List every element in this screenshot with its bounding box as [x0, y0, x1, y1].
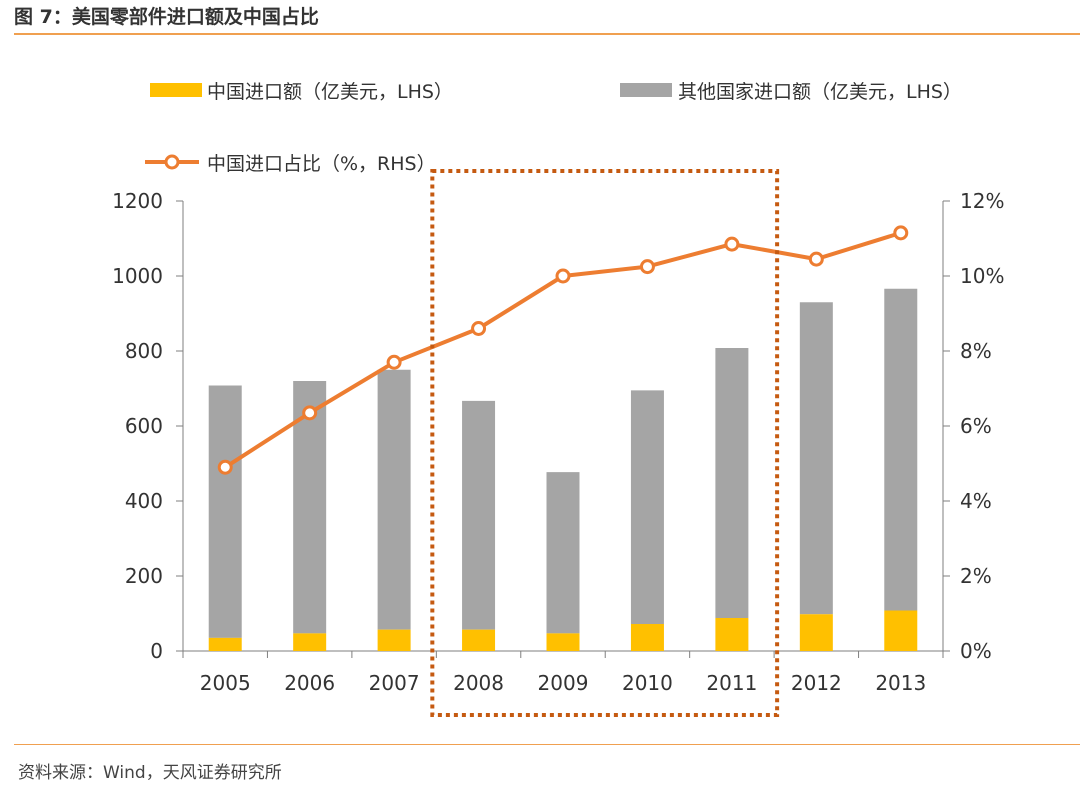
left-tick-label: 1000: [112, 264, 163, 288]
bar-other: [293, 381, 327, 634]
title-rule: [14, 33, 1080, 35]
x-tick-label: 2008: [453, 671, 504, 695]
share-point: [893, 225, 909, 241]
bar-china: [799, 614, 833, 651]
share-point: [471, 321, 487, 336]
right-tick-label: 6%: [960, 414, 992, 438]
x-tick-label: 2010: [622, 671, 673, 695]
legend-label-share: 中国进口占比（%，RHS）: [207, 153, 436, 175]
right-tick-label: 12%: [960, 189, 1004, 213]
legend-label-china: 中国进口额（亿美元，LHS）: [207, 81, 453, 103]
share-point: [386, 354, 402, 370]
left-tick-label: 600: [125, 414, 163, 438]
bar-china: [377, 629, 411, 651]
legend-label-other: 其他国家进口额（亿美元，LHS）: [678, 81, 962, 103]
right-tick-label: 8%: [960, 339, 992, 363]
left-tick-label: 1200: [112, 189, 163, 213]
share-point: [217, 459, 233, 475]
x-tick-label: 2005: [200, 671, 251, 695]
bar-other: [715, 348, 749, 618]
right-tick-label: 10%: [960, 264, 1004, 288]
share-point: [808, 251, 824, 267]
bar-other: [799, 302, 833, 615]
x-tick-label: 2011: [706, 671, 757, 695]
chart: 中国进口额（亿美元，LHS） 其他国家进口额（亿美元，LHS） 中国进口占比（%…: [112, 81, 1004, 717]
bar-china: [884, 610, 918, 651]
bar-china: [208, 637, 242, 651]
x-tick-label: 2013: [875, 671, 926, 695]
left-tick-label: 0: [150, 639, 163, 663]
share-point: [302, 405, 318, 421]
right-tick-label: 0%: [960, 639, 992, 663]
bar-other: [884, 288, 918, 611]
bar-china: [462, 629, 496, 651]
share-point: [724, 236, 740, 252]
highlight-box: [430, 169, 780, 717]
share-point: [639, 259, 655, 275]
left-tick-label: 800: [125, 339, 163, 363]
legend-marker-share: [164, 154, 180, 170]
bar-china: [715, 618, 749, 651]
bar-china: [293, 633, 327, 651]
left-tick-label: 400: [125, 489, 163, 513]
right-tick-label: 2%: [960, 564, 992, 588]
source-rule: [14, 744, 1080, 745]
legend-swatch-other: [620, 83, 672, 97]
x-tick-label: 2012: [791, 671, 842, 695]
share-point: [555, 268, 571, 284]
bar-other: [208, 385, 242, 638]
legend: 中国进口额（亿美元，LHS） 其他国家进口额（亿美元，LHS） 中国进口占比（%…: [145, 81, 962, 175]
x-tick-label: 2009: [538, 671, 589, 695]
bar-china: [630, 624, 664, 651]
left-tick-label: 200: [125, 564, 163, 588]
bars: [208, 288, 918, 651]
x-tick-label: 2007: [369, 671, 420, 695]
bar-other: [630, 390, 664, 624]
share-line-path: [224, 230, 902, 469]
share-line: [217, 225, 909, 475]
figure-title: 图 7：美国零部件进口额及中国占比: [14, 6, 319, 28]
bar-other: [546, 472, 580, 634]
legend-swatch-china: [150, 83, 202, 97]
bar-china: [546, 633, 580, 651]
bar-other: [377, 369, 411, 630]
x-tick-label: 2006: [284, 671, 335, 695]
source-note: 资料来源：Wind，天风证券研究所: [18, 763, 282, 783]
highlight-rect: [430, 169, 780, 717]
right-tick-label: 4%: [960, 489, 992, 513]
bar-other: [462, 400, 496, 630]
